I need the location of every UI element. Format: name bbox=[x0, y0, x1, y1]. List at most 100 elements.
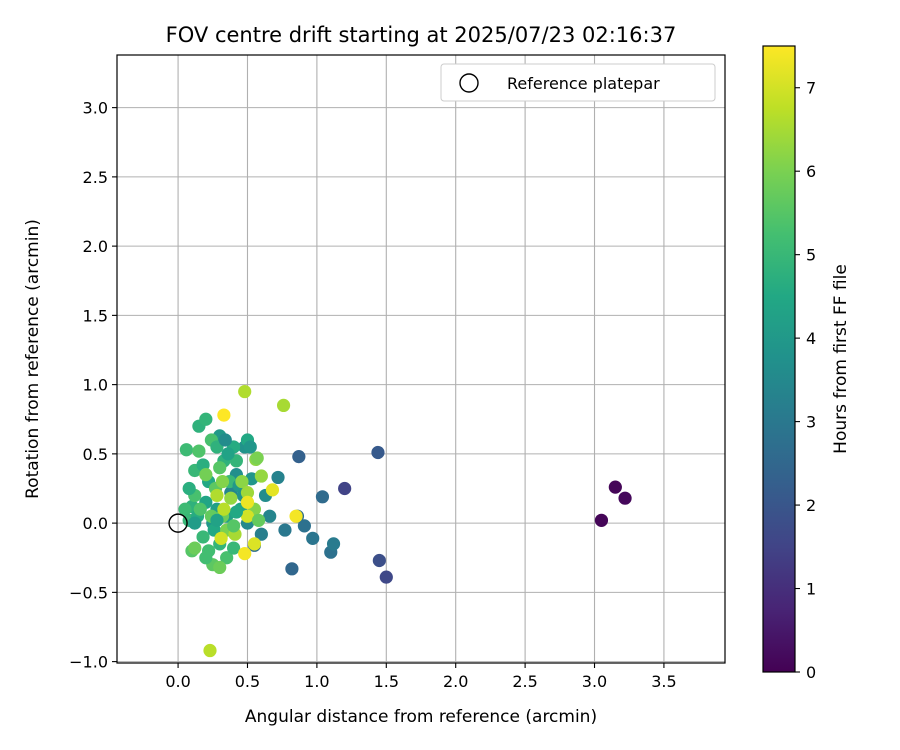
data-point bbox=[594, 513, 609, 527]
x-tick-label: 2.0 bbox=[443, 672, 468, 691]
data-point bbox=[196, 530, 210, 544]
data-point bbox=[240, 486, 255, 500]
colorbar-tick-label: 5 bbox=[806, 246, 816, 265]
data-point bbox=[254, 527, 268, 541]
y-tick-label: 1.5 bbox=[83, 306, 108, 325]
data-points bbox=[178, 384, 632, 658]
data-point bbox=[278, 523, 292, 537]
y-tick-label: 3.0 bbox=[83, 99, 108, 118]
data-point bbox=[182, 481, 196, 496]
data-point bbox=[188, 516, 202, 530]
data-point bbox=[250, 451, 264, 465]
plot-frame bbox=[116, 54, 726, 664]
colorbar-label: Hours from first FF file bbox=[831, 264, 851, 454]
x-tick-label: 0.0 bbox=[165, 672, 190, 691]
colorbar-tick-label: 3 bbox=[806, 413, 816, 432]
data-point bbox=[220, 551, 234, 565]
data-point bbox=[215, 474, 230, 489]
data-point bbox=[265, 483, 280, 497]
y-axis-label: Rotation from reference (arcmin) bbox=[23, 219, 43, 499]
data-point bbox=[227, 541, 241, 555]
data-point bbox=[306, 531, 320, 545]
data-point bbox=[217, 408, 231, 422]
colorbar-tick-label: 7 bbox=[806, 79, 816, 98]
data-point bbox=[235, 474, 249, 489]
data-point bbox=[203, 643, 217, 658]
legend-marker bbox=[459, 73, 479, 93]
colorbar-tick-label: 1 bbox=[806, 580, 816, 599]
y-tick-label: 1.0 bbox=[83, 376, 108, 395]
data-point bbox=[608, 480, 622, 494]
data-point bbox=[243, 440, 257, 454]
data-point bbox=[338, 481, 352, 496]
data-point bbox=[227, 519, 241, 533]
colorbar bbox=[762, 45, 796, 673]
data-point bbox=[210, 488, 224, 503]
y-axis-ticks: −1.0 −0.5 0.0 0.5 1.0 1.5 2.0 2.5 3.0 bbox=[69, 99, 117, 672]
reference-marker bbox=[168, 513, 188, 533]
data-point bbox=[285, 562, 299, 576]
colorbar-tick-label: 0 bbox=[806, 663, 816, 682]
data-point bbox=[213, 461, 227, 475]
colorbar-tick-label: 2 bbox=[806, 496, 816, 515]
data-point bbox=[188, 541, 202, 555]
data-point bbox=[199, 551, 213, 565]
y-tick-label: −0.5 bbox=[69, 583, 108, 602]
data-point bbox=[192, 444, 206, 458]
data-point bbox=[213, 560, 227, 575]
data-point bbox=[251, 513, 266, 527]
data-point bbox=[178, 502, 192, 516]
data-point bbox=[217, 502, 231, 516]
data-point bbox=[210, 513, 224, 527]
x-tick-label: 0.5 bbox=[235, 672, 260, 691]
data-point bbox=[238, 546, 252, 561]
data-point bbox=[263, 509, 277, 523]
data-point bbox=[618, 491, 632, 505]
data-point bbox=[218, 433, 232, 447]
data-point bbox=[271, 470, 285, 485]
y-tick-label: 0.5 bbox=[83, 445, 108, 464]
data-point bbox=[315, 490, 330, 504]
data-point bbox=[240, 495, 255, 509]
plot-area bbox=[117, 55, 725, 663]
reference-point bbox=[168, 513, 188, 533]
colorbar-tick-label: 6 bbox=[806, 162, 816, 181]
x-tick-label: 1.0 bbox=[304, 672, 329, 691]
legend: Reference platepar bbox=[440, 63, 716, 102]
data-point bbox=[199, 412, 213, 426]
data-point bbox=[247, 537, 262, 551]
data-point bbox=[224, 491, 238, 505]
legend-entry: Reference platepar bbox=[507, 74, 660, 93]
x-tick-label: 3.0 bbox=[582, 672, 607, 691]
x-axis-label: Angular distance from reference (arcmin) bbox=[245, 707, 597, 727]
data-point bbox=[289, 509, 303, 523]
x-tick-label: 2.5 bbox=[512, 672, 537, 691]
x-axis-ticks: 0.0 0.5 1.0 1.5 2.0 2.5 3.0 3.5 bbox=[165, 663, 677, 691]
legend-box bbox=[440, 63, 716, 102]
data-point bbox=[179, 443, 194, 457]
data-point bbox=[326, 537, 341, 551]
data-point bbox=[221, 447, 235, 461]
chart-title: FOV centre drift starting at 2025/07/23 … bbox=[166, 23, 677, 47]
data-point bbox=[214, 531, 228, 545]
data-point bbox=[297, 519, 311, 533]
data-point bbox=[199, 468, 213, 482]
y-tick-label: 0.0 bbox=[83, 514, 108, 533]
x-tick-label: 1.5 bbox=[374, 672, 399, 691]
data-point bbox=[240, 509, 255, 523]
data-point bbox=[379, 570, 393, 584]
data-point bbox=[229, 505, 243, 519]
data-point bbox=[254, 469, 268, 483]
x-tick-label: 3.5 bbox=[651, 672, 676, 691]
data-point bbox=[193, 502, 207, 516]
data-point bbox=[371, 445, 385, 460]
y-tick-label: 2.0 bbox=[83, 237, 108, 256]
colorbar-ticks: 0 1 2 3 4 5 6 7 bbox=[795, 79, 816, 682]
y-tick-label: 2.5 bbox=[83, 168, 108, 187]
data-point bbox=[276, 398, 291, 412]
data-point bbox=[292, 450, 306, 464]
data-point bbox=[238, 384, 252, 399]
colorbar-tick-label: 4 bbox=[806, 329, 816, 348]
y-tick-label: −1.0 bbox=[69, 653, 108, 672]
